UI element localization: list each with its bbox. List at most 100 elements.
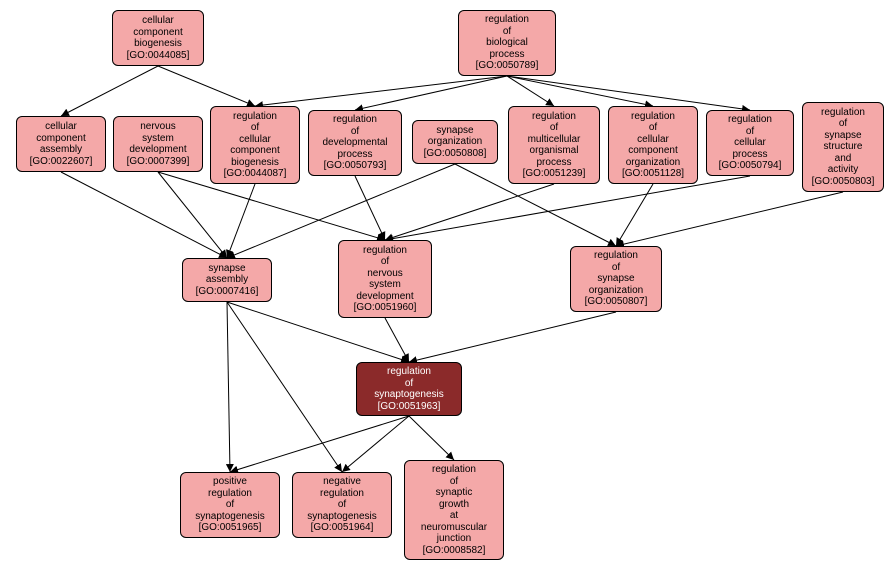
node-nsd: nervoussystemdevelopment[GO:0007399] (113, 116, 203, 172)
node-label-line: [GO:0044085] (127, 50, 190, 62)
node-label-line: of (338, 499, 346, 511)
node-label-line: process (536, 157, 571, 169)
node-label-line: regulation (233, 111, 277, 123)
edge-n_sa-n_pros (227, 302, 230, 472)
node-rnsd: regulationofnervoussystemdevelopment[GO:… (338, 240, 432, 318)
node-label-line: of (746, 126, 754, 138)
node-label-line: biogenesis (231, 157, 279, 169)
node-label-line: synapse (436, 125, 473, 137)
node-label-line: process (489, 49, 524, 61)
node-label-line: organization (626, 157, 680, 169)
node-label-line: growth (439, 499, 469, 511)
edge-n_rbp-n_rdp (355, 76, 507, 110)
node-label-line: component (628, 145, 677, 157)
edge-n_ccbio-n_rccb (158, 66, 255, 106)
node-label-line: structure (824, 141, 863, 153)
node-label-line: negative (323, 476, 361, 488)
node-label-line: component (36, 133, 85, 145)
edge-n_ros-n_pros (230, 416, 409, 472)
edge-n_ros-n_rsgnj (409, 416, 454, 460)
node-label-line: component (133, 27, 182, 39)
node-label-line: regulation (320, 488, 364, 500)
node-so: synapseorganization[GO:0050808] (412, 120, 498, 164)
edge-n_rdp-n_rnsd (355, 176, 385, 240)
node-label-line: organization (589, 285, 643, 297)
node-rcp: regulationofcellularprocess[GO:0050794] (706, 110, 794, 176)
node-label-line: of (351, 126, 359, 138)
node-label-line: development (356, 291, 413, 303)
node-label-line: of (226, 499, 234, 511)
node-label-line: synapse (824, 130, 861, 142)
edge-n_rcco-n_rso (616, 184, 653, 246)
node-label-line: regulation (363, 245, 407, 257)
node-label-line: biological (486, 37, 528, 49)
node-label-line: regulation (208, 488, 252, 500)
node-label-line: [GO:0050794] (719, 160, 782, 172)
node-label-line: synaptogenesis (195, 511, 265, 523)
node-rbp: regulationofbiologicalprocess[GO:0050789… (458, 10, 556, 76)
node-label-line: synaptogenesis (307, 511, 377, 523)
node-label-line: synaptogenesis (374, 389, 444, 401)
node-label-line: of (503, 26, 511, 38)
node-label-line: synaptic (436, 487, 473, 499)
node-label-line: regulation (532, 111, 576, 123)
node-cca: cellularcomponentassembly[GO:0022607] (16, 116, 106, 172)
node-label-line: [GO:0051239] (523, 168, 586, 180)
node-label-line: neuromuscular (421, 522, 487, 534)
node-label-line: of (550, 122, 558, 134)
node-label-line: developmental (322, 137, 387, 149)
node-label-line: [GO:0051964] (311, 522, 374, 534)
node-rmop: regulationofmulticellularorganismalproce… (508, 106, 600, 184)
node-label-line: regulation (631, 111, 675, 123)
node-label-line: [GO:0007399] (127, 156, 190, 168)
node-label-line: at (450, 510, 458, 522)
edge-n_rbp-n_rmop (507, 76, 554, 106)
node-label-line: of (251, 122, 259, 134)
diagram-canvas: cellularcomponentbiogenesis[GO:0044085]r… (0, 0, 894, 583)
node-label-line: of (450, 476, 458, 488)
node-label-line: [GO:0050807] (585, 296, 648, 308)
edge-n_rmop-n_rnsd (385, 184, 554, 240)
edge-n_nsd-n_sa (158, 172, 227, 258)
node-label-line: [GO:0050789] (476, 60, 539, 72)
edge-n_rssa-n_rso (616, 192, 843, 246)
node-label-line: cellular (45, 121, 77, 133)
node-rsgnj: regulationofsynapticgrowthatneuromuscula… (404, 460, 504, 560)
node-label-line: regulation (594, 250, 638, 262)
edge-n_rccb-n_sa (227, 184, 255, 258)
node-label-line: junction (437, 533, 471, 545)
edge-n_ccbio-n_cca (61, 66, 158, 116)
node-label-line: regulation (387, 366, 431, 378)
node-label-line: [GO:0051963] (378, 401, 441, 413)
node-label-line: synapse (597, 273, 634, 285)
node-label-line: regulation (485, 14, 529, 26)
node-label-line: component (230, 145, 279, 157)
node-label-line: positive (213, 476, 247, 488)
node-label-line: [GO:0051965] (199, 522, 262, 534)
node-label-line: regulation (821, 107, 865, 119)
node-label-line: development (129, 144, 186, 156)
node-label-line: and (835, 153, 852, 165)
node-label-line: [GO:0007416] (196, 286, 259, 298)
node-label-line: multicellular (528, 134, 581, 146)
edge-n_rnsd-n_ros (385, 318, 409, 362)
node-label-line: regulation (432, 464, 476, 476)
edge-n_ros-n_nros (342, 416, 409, 472)
node-label-line: assembly (206, 274, 248, 286)
node-label-line: regulation (728, 114, 772, 126)
node-ros: regulationofsynaptogenesis[GO:0051963] (356, 362, 462, 416)
node-label-line: [GO:0044087] (224, 168, 287, 180)
node-nros: negativeregulationofsynaptogenesis[GO:00… (292, 472, 392, 538)
node-label-line: assembly (40, 144, 82, 156)
node-label-line: of (612, 262, 620, 274)
node-rccb: regulationofcellularcomponentbiogenesis[… (210, 106, 300, 184)
node-label-line: [GO:0022607] (30, 156, 93, 168)
node-label-line: cellular (637, 134, 669, 146)
node-label-line: [GO:0050803] (812, 176, 875, 188)
node-label-line: cellular (142, 15, 174, 27)
node-label-line: cellular (734, 137, 766, 149)
edge-n_rbp-n_rcco (507, 76, 653, 106)
edge-n_rcp-n_rnsd (385, 176, 750, 240)
node-sa: synapseassembly[GO:0007416] (182, 258, 272, 302)
node-label-line: [GO:0051128] (622, 168, 684, 180)
